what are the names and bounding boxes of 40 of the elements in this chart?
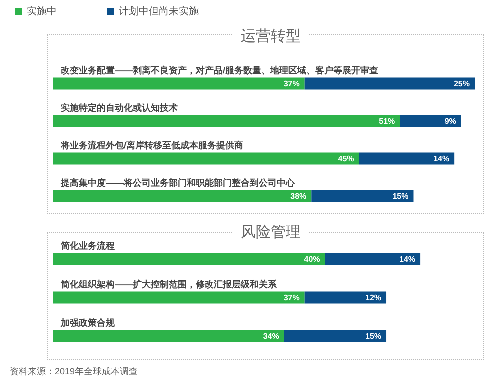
- legend-label: 实施中: [27, 6, 57, 18]
- category-label: 改变业务配置——剥离不良资产，对产品/服务数量、地理区域、客户等展开审查: [61, 65, 379, 76]
- text: 资料来源：2019年全球成本调查: [10, 366, 138, 376]
- data-label: 25%: [454, 79, 470, 88]
- chart-title: 运营转型: [241, 28, 301, 45]
- data-label: 14%: [400, 254, 416, 264]
- category-label: 简化业务流程: [61, 240, 115, 251]
- data-label: 37%: [284, 79, 300, 88]
- category-label: 将业务流程外包/离岸转移至低成本服务提供商: [61, 140, 244, 150]
- bar: [53, 78, 305, 90]
- data-label: 12%: [366, 293, 382, 302]
- data-label: 14%: [434, 154, 450, 164]
- bar: [304, 78, 475, 90]
- category-label: 提高集中度——将公司业务部门和职能部门整合到公司中心: [61, 178, 295, 188]
- bar: [312, 190, 414, 202]
- bar: [325, 253, 421, 266]
- data-label: 51%: [379, 116, 396, 126]
- category-label: 加强政策合规: [61, 318, 115, 328]
- category-label: 简化组织架构——扩大控制范围，修改汇报层级和关系: [61, 279, 277, 290]
- bar: [359, 152, 455, 165]
- data-label: 15%: [366, 332, 382, 341]
- bar: [304, 292, 387, 304]
- bar: [53, 115, 400, 128]
- data-label: 15%: [392, 192, 409, 201]
- legend-label: 计划中但尚未实施: [119, 6, 199, 18]
- data-label: 45%: [338, 154, 354, 164]
- data-label: 34%: [263, 332, 280, 341]
- bar: [53, 190, 312, 202]
- bar: [53, 152, 360, 165]
- chart-title: 风险管理: [241, 224, 301, 241]
- data-label: 9%: [444, 116, 456, 126]
- data-label: 38%: [290, 192, 307, 201]
- bar: [53, 253, 326, 266]
- bar: [53, 292, 305, 304]
- data-label: 40%: [304, 254, 320, 264]
- data-label: 37%: [284, 293, 300, 302]
- bar: [53, 330, 284, 342]
- bar: [400, 115, 462, 128]
- bar: [284, 330, 387, 342]
- category-label: 实施特定的自动化或认知技术: [61, 102, 178, 113]
